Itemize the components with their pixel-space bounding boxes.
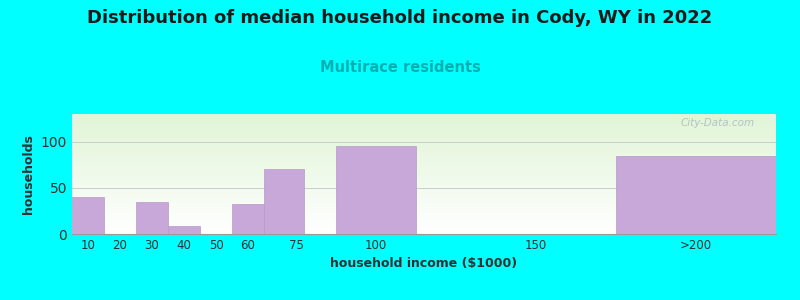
Bar [336,146,416,234]
Bar [232,203,264,234]
Bar [616,155,776,234]
Text: City-Data.com: City-Data.com [681,118,755,128]
Bar [264,169,304,234]
Y-axis label: households: households [22,134,35,214]
X-axis label: household income ($1000): household income ($1000) [330,257,518,270]
Text: Distribution of median household income in Cody, WY in 2022: Distribution of median household income … [87,9,713,27]
Bar [72,197,104,234]
Bar [168,226,200,234]
Bar [136,202,168,234]
Text: Multirace residents: Multirace residents [319,60,481,75]
